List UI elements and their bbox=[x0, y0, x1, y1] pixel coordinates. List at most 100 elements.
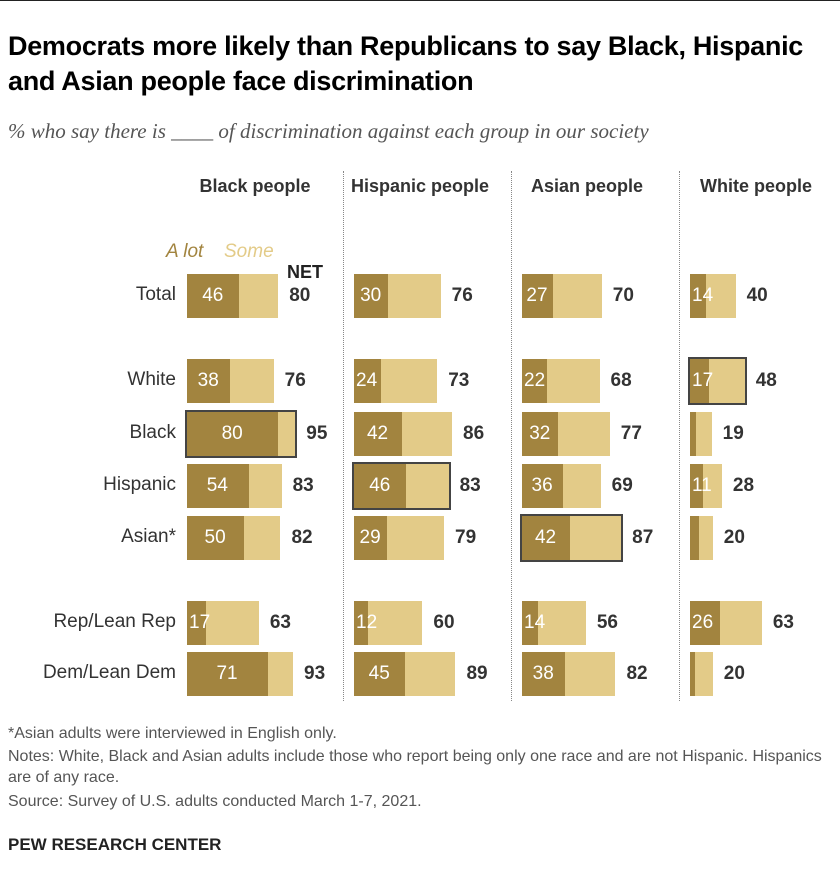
chart-title: Democrats more likely than Republicans t… bbox=[8, 31, 803, 96]
data-label-alot: 14 bbox=[692, 285, 714, 306]
bar-segment-some bbox=[230, 359, 274, 403]
data-label-net: 20 bbox=[723, 663, 745, 684]
row-label: Hispanic bbox=[103, 474, 176, 495]
data-label-alot: 11 bbox=[692, 475, 712, 496]
bar-segment-alot bbox=[354, 601, 368, 645]
bar-segment-some bbox=[405, 652, 456, 696]
bar-segment-some bbox=[695, 412, 712, 456]
data-label-alot: 27 bbox=[526, 285, 548, 306]
row-label: Dem/Lean Dem bbox=[42, 662, 176, 683]
bar-segment-some bbox=[248, 464, 282, 508]
data-label-net: 28 bbox=[732, 475, 755, 496]
bar-segment-alot bbox=[522, 601, 538, 645]
bar-segment-alot bbox=[522, 464, 564, 508]
data-label-alot: 32 bbox=[529, 423, 551, 444]
data-label-alot: 26 bbox=[692, 612, 714, 633]
bar-segment-some bbox=[401, 412, 453, 456]
data-label-net: 83 bbox=[292, 475, 314, 496]
data-label-net: 20 bbox=[723, 527, 745, 548]
data-label-net: 63 bbox=[269, 612, 291, 633]
data-label-alot: 46 bbox=[369, 475, 391, 496]
data-label-net: 79 bbox=[455, 527, 477, 548]
bar bbox=[690, 412, 712, 456]
bar: 27 bbox=[522, 274, 602, 318]
data-label-alot: 54 bbox=[206, 475, 228, 496]
bar-segment-alot bbox=[522, 652, 566, 696]
bar-segment-some bbox=[569, 516, 622, 560]
bar-segment-alot bbox=[354, 464, 407, 508]
bar bbox=[690, 652, 713, 696]
data-label-net: 77 bbox=[620, 423, 642, 444]
bar: 50 bbox=[187, 516, 281, 560]
bar-segment-some bbox=[267, 652, 294, 696]
bar-segment-alot bbox=[354, 359, 382, 403]
data-label-net: 70 bbox=[612, 285, 634, 306]
bar-segment-alot bbox=[522, 359, 548, 403]
chart-subtitle: % who say there is ____ of discriminatio… bbox=[8, 119, 649, 143]
bar-segment-alot bbox=[354, 412, 402, 456]
legend-alot: A lot bbox=[166, 241, 204, 262]
footnote-source: Source: Survey of U.S. adults conducted … bbox=[8, 793, 422, 810]
data-label-net: 80 bbox=[289, 285, 311, 306]
data-label-alot: 46 bbox=[202, 285, 224, 306]
bar-segment-alot bbox=[187, 464, 249, 508]
bar-segment-alot bbox=[522, 412, 559, 456]
data-label-alot: 80 bbox=[221, 423, 243, 444]
bar-segment-some bbox=[694, 652, 713, 696]
data-label-net: 93 bbox=[304, 663, 326, 684]
bar: 45 bbox=[354, 652, 456, 696]
data-label-net: 56 bbox=[596, 612, 618, 633]
data-label-net: 68 bbox=[610, 370, 632, 391]
bar-segment-alot bbox=[690, 464, 703, 508]
data-label-alot: 45 bbox=[368, 663, 390, 684]
bar: 54 bbox=[187, 464, 282, 508]
bar-segment-some bbox=[709, 359, 745, 403]
bar-segment-alot bbox=[187, 652, 268, 696]
data-label-alot: 36 bbox=[531, 475, 553, 496]
bar-segment-some bbox=[239, 274, 279, 318]
data-label-net: 87 bbox=[632, 527, 654, 548]
bar-segment-alot bbox=[187, 412, 279, 456]
data-label-alot: 38 bbox=[197, 370, 219, 391]
legend-some: Some bbox=[224, 241, 274, 262]
data-label-alot: 71 bbox=[216, 663, 238, 684]
data-label-net: 82 bbox=[291, 527, 313, 548]
bar: 17 bbox=[688, 357, 747, 405]
data-label-net: 83 bbox=[459, 475, 481, 496]
brand-logo: PEW RESEARCH CENTER bbox=[8, 835, 222, 854]
bar: 42 bbox=[354, 412, 453, 456]
bar: 30 bbox=[354, 274, 441, 318]
data-label-alot: 17 bbox=[692, 370, 714, 391]
bar: 26 bbox=[690, 601, 762, 645]
data-label-net: 82 bbox=[626, 663, 648, 684]
bar-segment-alot bbox=[690, 274, 706, 318]
data-label-alot: 14 bbox=[524, 612, 546, 633]
data-label-net: 60 bbox=[433, 612, 455, 633]
bar: 36 bbox=[522, 464, 601, 508]
bar-segment-alot bbox=[354, 516, 388, 560]
bar: 80 bbox=[184, 410, 298, 458]
data-label-alot: 24 bbox=[356, 370, 378, 391]
bar-segment-some bbox=[387, 516, 445, 560]
row-label: White bbox=[127, 369, 176, 390]
data-label-alot: 38 bbox=[532, 663, 554, 684]
data-label-net: 19 bbox=[722, 423, 744, 444]
bar-segment-alot bbox=[690, 359, 710, 403]
bar-segment-alot bbox=[354, 652, 406, 696]
bar-segment-some bbox=[565, 652, 616, 696]
bar-segment-some bbox=[278, 412, 296, 456]
row-label: Asian* bbox=[121, 526, 176, 547]
bar-segment-some bbox=[406, 464, 449, 508]
bar-segment-alot bbox=[522, 516, 570, 560]
bar-segment-some bbox=[367, 601, 423, 645]
bar: 42 bbox=[519, 514, 624, 562]
bar: 22 bbox=[522, 359, 600, 403]
bar-segment-some bbox=[547, 359, 600, 403]
data-label-alot: 22 bbox=[524, 370, 546, 391]
row-label: Total bbox=[135, 284, 176, 305]
bar: 46 bbox=[187, 274, 279, 318]
bar: 12 bbox=[354, 601, 423, 645]
data-label-alot: 42 bbox=[534, 527, 557, 548]
bar-segment-alot bbox=[187, 601, 207, 645]
column-divider bbox=[511, 171, 512, 701]
